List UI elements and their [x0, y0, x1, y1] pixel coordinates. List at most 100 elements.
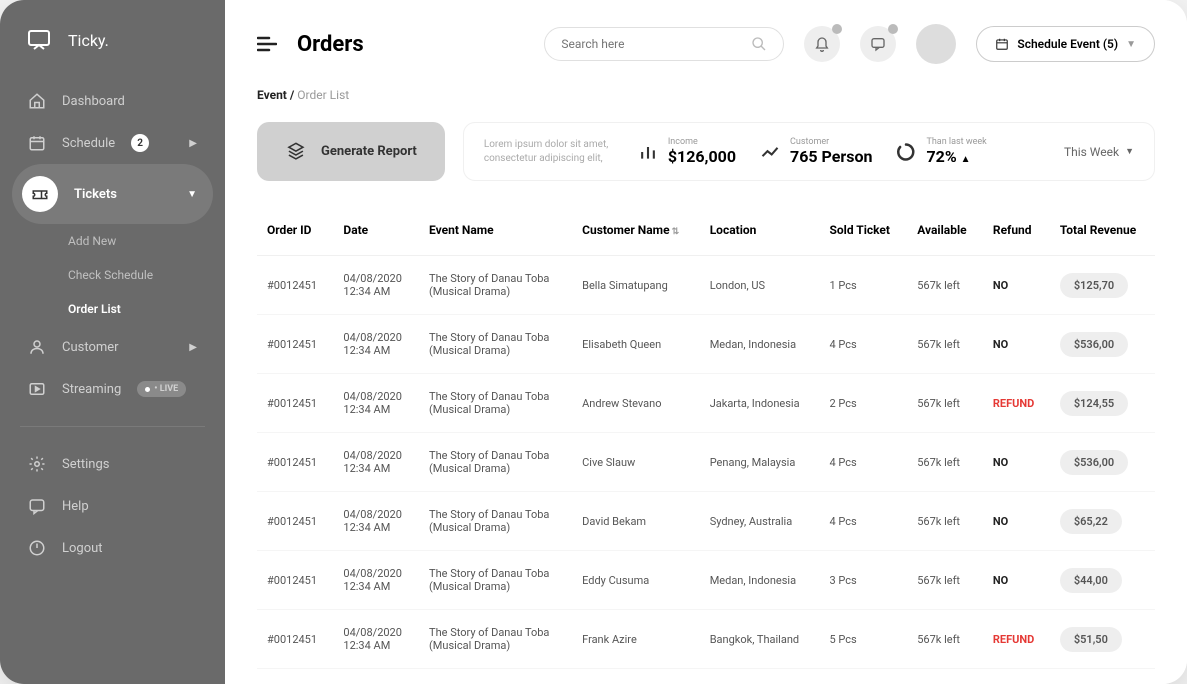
breadcrumb-current: Order List	[297, 88, 349, 102]
table-row[interactable]: #001245104/08/202012:34 AMThe Story of D…	[257, 374, 1155, 433]
cell-available: 567k left	[907, 433, 983, 492]
col-revenue[interactable]: Total Revenue	[1050, 205, 1155, 256]
layers-icon	[285, 141, 307, 163]
cell-order-id: #0012451	[257, 551, 333, 610]
sidebar-item-help[interactable]: Help	[0, 485, 225, 527]
table-row[interactable]: #001245104/08/202012:34 AMThe Story of D…	[257, 551, 1155, 610]
menu-toggle-icon[interactable]	[257, 36, 277, 52]
cell-customer: David Bekam	[572, 492, 700, 551]
cell-refund: REFUND	[983, 374, 1050, 433]
col-sold[interactable]: Sold Ticket	[820, 205, 908, 256]
cell-event: The Story of Danau Toba(Musical Drama)	[419, 374, 572, 433]
messages-button[interactable]	[860, 26, 896, 62]
up-arrow-icon: ▲	[961, 154, 971, 165]
cell-revenue: $44,00	[1050, 551, 1155, 610]
chevron-down-icon: ▼	[1125, 146, 1134, 157]
cell-location: Medan, Indonesia	[700, 315, 820, 374]
table-row[interactable]: #001245104/08/202012:34 AMThe Story of D…	[257, 256, 1155, 315]
app-window: Ticky. Dashboard Schedule 2 ▶ Tickets ▼ …	[0, 0, 1187, 684]
cell-sold: 3 Pcs	[820, 551, 908, 610]
sidebar-item-streaming[interactable]: Streaming • LIVE	[0, 368, 225, 410]
stat-description: Lorem ipsum dolor sit amet, consectetur …	[484, 138, 614, 166]
cell-revenue: $536,00	[1050, 315, 1155, 374]
stat-customer: Customer765 Person	[760, 137, 872, 166]
table-row[interactable]: #001245104/08/202012:34 AMThe Story of D…	[257, 492, 1155, 551]
message-dot	[888, 24, 898, 34]
col-refund[interactable]: Refund	[983, 205, 1050, 256]
generate-label: Generate Report	[321, 144, 417, 159]
subitem-check-schedule[interactable]: Check Schedule	[0, 258, 225, 292]
cell-location: Sydney, Australia	[700, 492, 820, 551]
bell-icon	[814, 36, 830, 52]
col-customer[interactable]: Customer Name⇅	[572, 205, 700, 256]
col-event[interactable]: Event Name	[419, 205, 572, 256]
col-location[interactable]: Location	[700, 205, 820, 256]
cell-available: 567k left	[907, 551, 983, 610]
cell-location: London, US	[700, 256, 820, 315]
col-date[interactable]: Date	[333, 205, 419, 256]
sidebar-item-tickets[interactable]: Tickets ▼	[12, 164, 213, 224]
cell-customer: Frank Azire	[572, 610, 700, 669]
col-available[interactable]: Available	[907, 205, 983, 256]
cell-sold: 4 Pcs	[820, 433, 908, 492]
breadcrumb: Event / Order List	[225, 80, 1187, 122]
cell-location: Medan, Indonesia	[700, 551, 820, 610]
search-input[interactable]	[561, 37, 743, 51]
cell-event: The Story of Danau Toba(Musical Drama)	[419, 256, 572, 315]
cell-sold: 2 Pcs	[820, 374, 908, 433]
chevron-right-icon: ▶	[189, 342, 197, 353]
sidebar-item-customer[interactable]: Customer ▶	[0, 326, 225, 368]
chevron-down-icon: ▼	[187, 189, 197, 200]
ticket-icon-wrap	[22, 176, 58, 212]
cell-order-id: #0012451	[257, 492, 333, 551]
cell-sold: 4 Pcs	[820, 315, 908, 374]
cell-customer: Elisabeth Queen	[572, 315, 700, 374]
table-row[interactable]: #001245104/08/202012:34 AMThe Story of D…	[257, 610, 1155, 669]
table-row[interactable]: #001245104/08/202012:34 AMThe Story of D…	[257, 433, 1155, 492]
avatar[interactable]	[916, 24, 956, 64]
cell-refund: NO	[983, 315, 1050, 374]
cell-sold: 1 Pcs	[820, 256, 908, 315]
calendar-icon	[28, 134, 46, 152]
nav-label: Help	[62, 499, 89, 514]
cell-location: Penang, Malaysia	[700, 433, 820, 492]
page-title: Orders	[297, 32, 364, 57]
table-wrap: Order ID Date Event Name Customer Name⇅ …	[225, 205, 1187, 684]
main-content: Orders Schedule Event (5) ▼ Event /	[225, 0, 1187, 684]
chat-icon	[870, 36, 886, 52]
cell-available: 567k left	[907, 256, 983, 315]
cell-revenue: $125,70	[1050, 256, 1155, 315]
cell-customer: Andrew Stevano	[572, 374, 700, 433]
cell-revenue: $536,00	[1050, 433, 1155, 492]
notifications-button[interactable]	[804, 26, 840, 62]
sidebar-item-settings[interactable]: Settings	[0, 443, 225, 485]
cell-available: 567k left	[907, 374, 983, 433]
cell-event: The Story of Danau Toba(Musical Drama)	[419, 315, 572, 374]
cell-date: 04/08/202012:34 AM	[333, 256, 419, 315]
cell-order-id: #0012451	[257, 315, 333, 374]
stream-icon	[28, 380, 46, 398]
table-row[interactable]: #001245104/08/202012:34 AMThe Story of D…	[257, 315, 1155, 374]
search-icon	[751, 36, 767, 52]
stats-card: Lorem ipsum dolor sit amet, consectetur …	[463, 122, 1155, 181]
period-dropdown[interactable]: This Week ▼	[1064, 145, 1134, 159]
cell-location: Jakarta, Indonesia	[700, 374, 820, 433]
subitem-add-new[interactable]: Add New	[0, 224, 225, 258]
table-header-row: Order ID Date Event Name Customer Name⇅ …	[257, 205, 1155, 256]
cell-date: 04/08/202012:34 AM	[333, 492, 419, 551]
user-icon	[28, 338, 46, 356]
cell-order-id: #0012451	[257, 256, 333, 315]
col-order-id[interactable]: Order ID	[257, 205, 333, 256]
breadcrumb-root[interactable]: Event /	[257, 88, 294, 102]
search-box[interactable]	[544, 27, 784, 61]
sidebar-item-dashboard[interactable]: Dashboard	[0, 80, 225, 122]
cell-location: Bangkok, Thailand	[700, 610, 820, 669]
subitem-order-list[interactable]: Order List	[0, 292, 225, 326]
sidebar-item-logout[interactable]: Logout	[0, 527, 225, 569]
generate-report-button[interactable]: Generate Report	[257, 122, 445, 181]
cell-event: The Story of Danau Toba(Musical Drama)	[419, 610, 572, 669]
stats-row: Generate Report Lorem ipsum dolor sit am…	[225, 122, 1187, 205]
sidebar-item-schedule[interactable]: Schedule 2 ▶	[0, 122, 225, 164]
cell-date: 04/08/202012:34 AM	[333, 551, 419, 610]
schedule-event-button[interactable]: Schedule Event (5) ▼	[976, 26, 1155, 62]
